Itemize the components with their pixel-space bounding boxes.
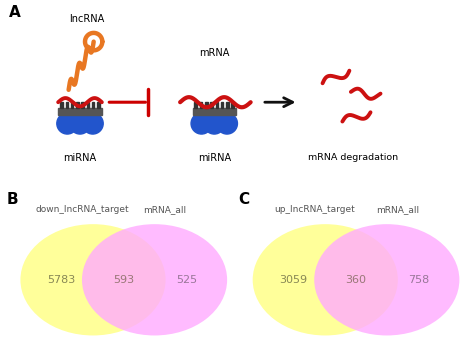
Text: mRNA: mRNA	[199, 48, 229, 58]
Circle shape	[314, 224, 459, 336]
Bar	[65, 102, 68, 108]
Bar	[216, 102, 218, 108]
Bar	[60, 102, 63, 108]
Text: mRNA degradation: mRNA degradation	[308, 153, 398, 162]
Bar	[192, 108, 236, 115]
Circle shape	[82, 224, 227, 336]
Text: 758: 758	[408, 275, 429, 285]
Text: lncRNA: lncRNA	[69, 14, 104, 24]
Text: 593: 593	[113, 275, 134, 285]
Text: 5783: 5783	[47, 275, 75, 285]
Circle shape	[82, 113, 103, 134]
Bar	[221, 102, 223, 108]
Text: 525: 525	[176, 275, 197, 285]
Bar	[71, 102, 73, 108]
Text: C: C	[239, 192, 250, 207]
Bar	[87, 102, 89, 108]
Circle shape	[253, 224, 398, 336]
Bar	[205, 102, 208, 108]
Bar	[210, 102, 213, 108]
Circle shape	[70, 113, 91, 134]
Circle shape	[191, 113, 212, 134]
Bar	[231, 102, 234, 108]
Text: miRNA: miRNA	[64, 153, 97, 163]
Text: mRNA_all: mRNA_all	[144, 205, 187, 214]
Text: 3059: 3059	[279, 275, 307, 285]
Bar	[76, 102, 79, 108]
Bar	[58, 108, 101, 115]
Bar	[200, 102, 202, 108]
Text: B: B	[7, 192, 18, 207]
Text: up_lncRNA_target: up_lncRNA_target	[274, 205, 355, 214]
Circle shape	[20, 224, 165, 336]
Bar	[226, 102, 229, 108]
Bar	[194, 102, 197, 108]
Bar	[82, 102, 84, 108]
Text: mRNA_all: mRNA_all	[376, 205, 419, 214]
Text: miRNA: miRNA	[198, 153, 231, 163]
Bar	[92, 102, 94, 108]
Bar	[97, 102, 100, 108]
Text: A: A	[9, 5, 21, 20]
Circle shape	[217, 113, 237, 134]
Circle shape	[204, 113, 225, 134]
Text: 360: 360	[346, 275, 366, 285]
Text: down_lncRNA_target: down_lncRNA_target	[36, 205, 129, 214]
Circle shape	[57, 113, 78, 134]
